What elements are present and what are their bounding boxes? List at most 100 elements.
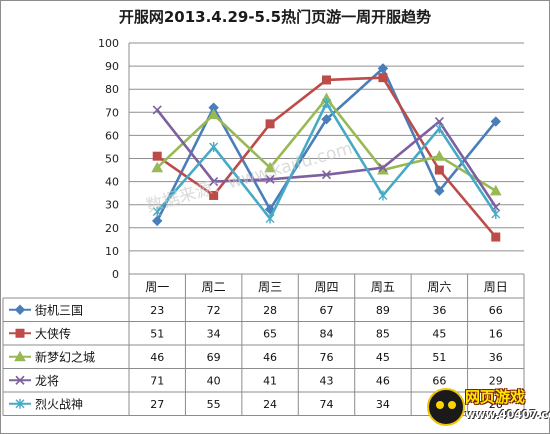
table-cell: 27 [150, 398, 164, 411]
data-point [209, 141, 219, 152]
table-cell: 71 [150, 374, 164, 387]
series-2 [152, 73, 501, 242]
data-point [265, 174, 275, 184]
table-cell: 55 [207, 398, 221, 411]
data-point [152, 105, 162, 115]
legend-marker [14, 304, 26, 315]
table-cell: 40 [207, 374, 221, 387]
category-label: 周六 [427, 280, 451, 294]
data-point [321, 114, 332, 125]
y-tick-label: 90 [105, 60, 119, 73]
data-point [490, 116, 501, 127]
category-label: 周四 [314, 280, 338, 294]
data-point [378, 73, 388, 83]
data-point [434, 116, 444, 127]
data-point [152, 215, 163, 227]
table-cell: 84 [320, 327, 334, 340]
table-cell: 67 [320, 304, 334, 317]
table-cell: 69 [207, 351, 221, 364]
data-point [152, 206, 162, 217]
y-tick-label: 10 [105, 245, 119, 258]
data-point [434, 123, 444, 134]
table-cell: 45 [432, 327, 446, 340]
y-tick-label: 40 [105, 176, 119, 189]
table-cell: 85 [376, 327, 390, 340]
table-cell: 72 [207, 304, 221, 317]
chart-title: 开服网2013.4.29-5.5热门页游一周开服趋势 [118, 8, 432, 26]
table-cell: 46 [376, 374, 390, 387]
legend-label: 大侠传 [35, 326, 71, 341]
data-point [264, 161, 276, 173]
data-point [322, 75, 331, 85]
legend-marker [15, 328, 25, 338]
table-cell: 51 [150, 327, 164, 340]
data-point [378, 163, 388, 173]
logo-text: 网页游戏 [465, 388, 526, 406]
table-cell: 66 [489, 304, 503, 317]
logo-url: www.40407.com [465, 408, 550, 421]
table-cell: 34 [207, 327, 221, 340]
data-point [321, 170, 332, 180]
data-point [207, 108, 220, 120]
data-point [491, 208, 501, 219]
table-cell: 26 [489, 398, 503, 411]
data-point [433, 150, 446, 161]
table-cell: 36 [432, 304, 446, 317]
y-tick-label: 20 [105, 222, 119, 235]
data-point [491, 232, 501, 242]
category-label: 周一 [145, 280, 169, 294]
site-logo: 网页游戏 www.40407.com [425, 380, 550, 430]
table-cell: 46 [263, 351, 277, 364]
category-label: 周三 [258, 280, 282, 294]
category-label: 周日 [484, 280, 508, 294]
data-point [378, 190, 388, 201]
table-cell: 29 [489, 374, 503, 387]
table-cell: 41 [263, 374, 277, 387]
y-axis-ticks: 0 10 20 30 40 50 60 70 80 90 100 [98, 37, 119, 281]
table-cell: 23 [150, 304, 164, 317]
y-tick-label: 60 [105, 129, 119, 142]
legend-marker [15, 375, 25, 385]
legend-label: 新梦幻之城 [35, 349, 95, 364]
table-cell: 34 [376, 398, 390, 411]
table-cell: 36 [489, 351, 503, 364]
table-cell: 51 [432, 351, 446, 364]
legend-label: 龙将 [35, 374, 59, 388]
legend-marker [14, 350, 26, 362]
y-tick-label: 80 [105, 83, 119, 96]
legend-label: 街机三国 [35, 303, 83, 317]
data-point [265, 213, 275, 224]
data-point [489, 184, 502, 196]
table-cell: 76 [320, 351, 334, 364]
legend-marker [15, 398, 25, 409]
table-cell: 16 [489, 327, 503, 340]
table-cell: 24 [263, 398, 277, 411]
table-cell: 46 [150, 351, 164, 364]
table-cell: 74 [320, 398, 334, 411]
legend-label: 烈火战神 [35, 397, 83, 411]
data-point [152, 151, 162, 161]
data-point [209, 177, 219, 187]
y-tick-label: 50 [105, 153, 119, 166]
y-tick-label: 0 [112, 268, 119, 281]
category-label: 周五 [371, 280, 395, 294]
category-label: 周二 [202, 280, 226, 294]
series-lines [151, 63, 502, 242]
y-tick-label: 100 [98, 37, 119, 50]
data-point [434, 185, 445, 197]
table-cell: 45 [376, 351, 390, 364]
y-tick-label: 30 [105, 199, 119, 212]
table-cell: 89 [376, 304, 390, 317]
mascot-icon [427, 388, 465, 426]
table-cell: 28 [263, 304, 277, 317]
y-tick-label: 70 [105, 106, 119, 119]
table-cell: 66 [432, 374, 446, 387]
table-cell: 65 [263, 327, 277, 340]
table-cell: 43 [320, 374, 334, 387]
data-point [265, 119, 275, 129]
series-5 [152, 98, 501, 224]
data-point [322, 98, 331, 109]
